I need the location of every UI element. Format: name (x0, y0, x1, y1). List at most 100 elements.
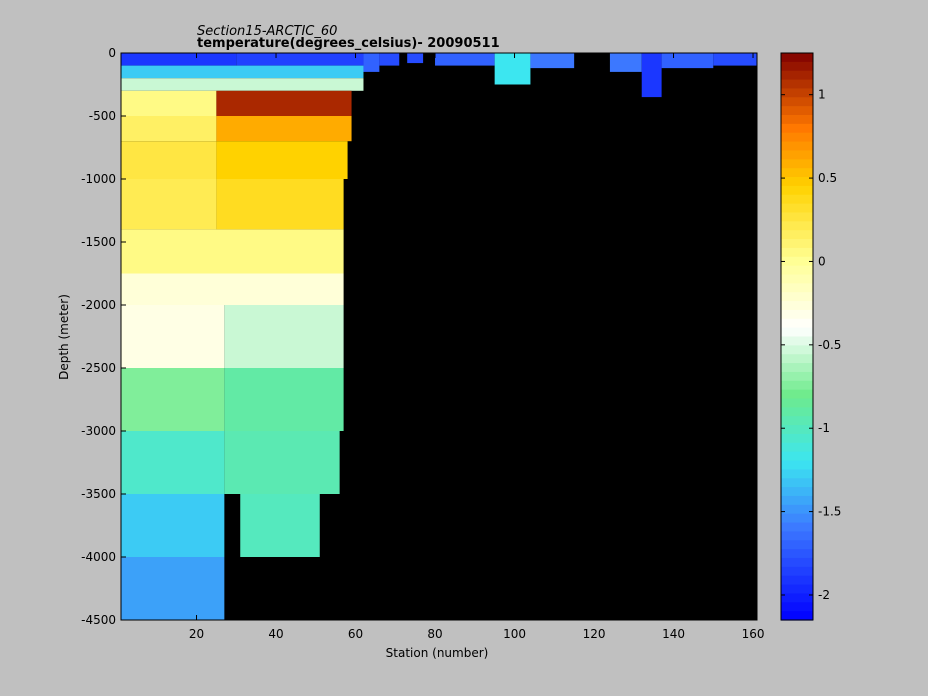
heatmap-cell-29 (224, 431, 340, 494)
heatmap-cell-16 (121, 116, 217, 142)
colorbar-band (781, 557, 813, 568)
y-tick-label: -1000 (81, 172, 116, 186)
colorbar-band (781, 247, 813, 258)
colorbar-band (781, 70, 813, 81)
colorbar-band (781, 345, 813, 355)
colorbar-band (781, 177, 813, 187)
colorbar-band (781, 504, 813, 515)
heatmap-cell-26 (121, 368, 225, 431)
x-tick-label: 100 (503, 627, 526, 641)
colorbar-tick-label: 0 (818, 254, 826, 268)
colorbar-band (781, 336, 813, 346)
colorbar-tick-label: -1 (818, 421, 830, 435)
x-axis-label: Station (number) (386, 646, 489, 660)
colorbar-band (781, 469, 813, 479)
x-tick-label: 120 (583, 627, 606, 641)
heatmap-cell-8 (494, 53, 531, 85)
y-tick-label: -2500 (81, 361, 116, 375)
heatmap-cell-17 (216, 116, 352, 142)
colorbar-band (781, 132, 813, 143)
colorbar-band (781, 115, 813, 125)
heatmap-cell-10 (609, 53, 642, 72)
colorbar-band (781, 487, 813, 497)
heatmap-cell-7 (435, 53, 495, 66)
y-tick-label: -1500 (81, 235, 116, 249)
x-tick-label: 20 (189, 627, 204, 641)
colorbar-band (781, 593, 813, 603)
colorbar-band (781, 265, 813, 276)
colorbar-band (781, 425, 813, 435)
x-tick-label: 140 (662, 627, 685, 641)
heatmap-cell-12 (661, 53, 714, 69)
colorbar-band (781, 274, 813, 284)
colorbar-band (781, 611, 813, 621)
colorbar-band (781, 398, 813, 408)
colorbar-tick-label: -1.5 (818, 505, 841, 519)
colorbar-band (781, 141, 813, 152)
heatmap-cell-28 (121, 431, 225, 494)
y-tick-label: -2000 (81, 298, 116, 312)
y-tick-label: -3500 (81, 487, 116, 501)
heatmap-cell-21 (216, 179, 344, 230)
colorbar-band (781, 97, 813, 107)
heatmap-cell-14 (121, 90, 217, 116)
colorbar-band (781, 371, 813, 382)
colorbar-band (781, 416, 813, 426)
colorbar-band (781, 522, 813, 533)
colorbar-band (781, 106, 813, 116)
colorbar-tick-label: -2 (818, 588, 830, 602)
colorbar-ticks: 1 0.5 0 -0.5 -1 -1.5 -2 (781, 88, 841, 602)
colorbar-band (781, 540, 813, 550)
heatmap-cell-20 (121, 179, 217, 230)
heatmap-cell-24 (121, 305, 225, 368)
colorbar-band (781, 221, 813, 231)
colorbar-band (781, 478, 813, 488)
heatmap-cell-1 (236, 53, 364, 66)
heatmap-cell-23 (121, 273, 344, 305)
colorbar-tick-label: 1 (818, 88, 826, 102)
colorbar-band (781, 354, 813, 364)
x-tick-label: 40 (268, 627, 283, 641)
heatmap-cells (121, 53, 757, 620)
heatmap-cell-22 (121, 229, 344, 274)
colorbar-band (781, 433, 813, 444)
colorbar-band (781, 566, 813, 577)
colorbar-band (781, 239, 813, 249)
x-tick-label: 160 (742, 627, 765, 641)
chart-title-line-1: Section15-ARCTIC_60 (197, 24, 337, 39)
heatmap-cell-13 (713, 53, 757, 66)
plot-frame (120, 52, 758, 621)
colorbar-band (781, 549, 813, 559)
heatmap-cell-4 (363, 53, 380, 72)
colorbar-band (781, 380, 813, 391)
colorbar-band (781, 61, 813, 72)
colorbar-band (781, 79, 813, 90)
heatmap-cell-11 (641, 53, 662, 98)
colorbar-band (781, 309, 813, 320)
colorbar-tick-label: 0.5 (818, 171, 837, 185)
colorbar-band (781, 159, 813, 169)
colorbar-band (781, 451, 813, 462)
y-axis: 0 -500 -1000 -1500 -2000 -2500 -3000 -3500 -4000… (81, 46, 757, 627)
colorbar-band (781, 575, 813, 586)
heatmap-cell-27 (224, 368, 344, 431)
colorbar-frame (780, 52, 814, 621)
heatmap-cell-0 (121, 53, 237, 66)
colorbar-band (781, 150, 813, 160)
colorbar-band (781, 230, 813, 240)
colorbar-band (781, 389, 813, 400)
heatmap-cell-9 (530, 53, 575, 69)
colorbar-band (781, 513, 813, 524)
colorbar-band (781, 442, 813, 453)
x-tick-label: 80 (427, 627, 442, 641)
x-tick-label: 60 (348, 627, 363, 641)
colorbar-band (781, 495, 813, 506)
heatmap-cell-25 (224, 305, 344, 368)
y-tick-label: -4500 (81, 613, 116, 627)
y-axis-label: Depth (meter) (57, 294, 71, 380)
heatmap-cell-30 (121, 494, 225, 557)
colorbar-band (781, 283, 813, 293)
colorbar-band (781, 292, 813, 302)
colorbar-band (781, 318, 813, 329)
